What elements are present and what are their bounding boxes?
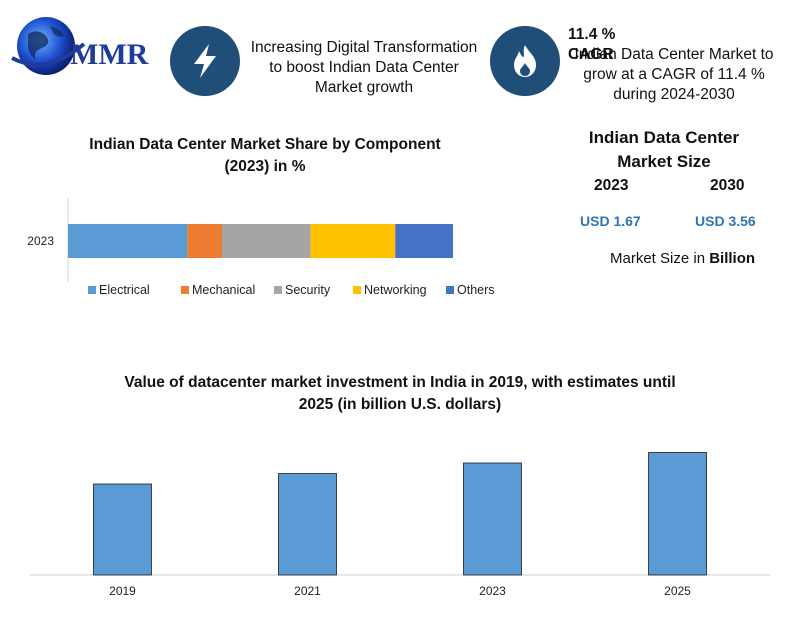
flame-icon bbox=[490, 26, 560, 96]
header-item-2-line: grow at a CAGR of 11.4 % bbox=[583, 66, 765, 83]
investment-chart: 2019 2021 2023 2025 bbox=[30, 452, 770, 598]
investment-chart-title: Value of datacenter market investment in… bbox=[60, 372, 740, 416]
investment-chart-title-line: Value of datacenter market investment in… bbox=[124, 374, 676, 391]
legend-label-security: Security bbox=[285, 283, 331, 297]
investment-bar-2023 bbox=[463, 462, 522, 576]
legend-swatch-electrical bbox=[88, 286, 96, 294]
investment-chart-title-line: 2025 (in billion U.S. dollars) bbox=[298, 396, 502, 413]
share-chart-title-line: Indian Data Center Market Share by Compo… bbox=[89, 136, 441, 153]
lightning-bolt-icon bbox=[170, 26, 240, 96]
share-bar-segment-security bbox=[222, 224, 311, 258]
share-bar-segment-networking bbox=[310, 224, 396, 258]
market-size-note-prefix: Market Size in bbox=[610, 250, 710, 267]
legend-label-others: Others bbox=[457, 283, 495, 297]
legend-label-mechanical: Mechanical bbox=[192, 283, 255, 297]
market-size-value-2030: USD 3.56 bbox=[695, 213, 756, 229]
legend-swatch-mechanical bbox=[181, 286, 189, 294]
header-item-1-line: Increasing Digital Transformation bbox=[250, 39, 478, 56]
investment-bar-2021 bbox=[278, 473, 337, 576]
market-size-title-line: Market Size bbox=[617, 152, 711, 171]
share-chart-category-label: 2023 bbox=[27, 234, 54, 248]
share-bar-segment-mechanical bbox=[187, 224, 222, 258]
share-chart-title-line: (2023) in % bbox=[224, 158, 306, 175]
market-size-value-2023: USD 1.67 bbox=[580, 213, 641, 229]
share-chart-title: Indian Data Center Market Share by Compo… bbox=[40, 134, 490, 178]
header-item-2-line: Indian Data Center Market to bbox=[574, 46, 774, 63]
logo-text: MMR bbox=[70, 38, 149, 71]
legend-swatch-networking bbox=[353, 286, 361, 294]
investment-tick-label: 2023 bbox=[479, 584, 506, 598]
market-size-title: Indian Data Center Market Size bbox=[574, 126, 754, 174]
globe-icon bbox=[11, 17, 86, 75]
mmr-logo: MMR bbox=[6, 12, 166, 80]
market-size-note-unit: Billion bbox=[709, 250, 756, 267]
market-size-title-line: Indian Data Center bbox=[588, 128, 740, 147]
investment-tick-label: 2021 bbox=[294, 584, 321, 598]
legend-label-electrical: Electrical bbox=[99, 283, 150, 297]
market-size-year-2023: 2023 bbox=[594, 177, 629, 194]
header-item-1-text: Increasing Digital Transformation to boo… bbox=[246, 38, 482, 98]
share-chart: 2023 Electrical Mechanical Security Networki… bbox=[27, 198, 495, 297]
market-size-note: Market Size in Billion bbox=[610, 250, 755, 267]
share-bar-segment-others bbox=[395, 224, 453, 258]
legend-swatch-others bbox=[446, 286, 454, 294]
header-item-1-line: to boost Indian Data Center bbox=[269, 59, 459, 76]
investment-bar-2019 bbox=[93, 483, 152, 576]
legend-swatch-security bbox=[274, 286, 282, 294]
market-size-year-2030: 2030 bbox=[710, 177, 745, 194]
header-item-2-line: during 2024-2030 bbox=[613, 86, 735, 103]
header-item-1-line: Market growth bbox=[314, 79, 414, 96]
share-bar-segment-electrical bbox=[68, 224, 188, 258]
cagr-headline: 11.4 % CAGR bbox=[568, 26, 616, 63]
legend-label-networking: Networking bbox=[364, 283, 427, 297]
investment-tick-label: 2025 bbox=[664, 584, 691, 598]
investment-bar-2025 bbox=[648, 452, 707, 576]
header-item-2-text: Indian Data Center Market to grow at a C… bbox=[562, 45, 786, 105]
investment-tick-label: 2019 bbox=[109, 584, 136, 598]
